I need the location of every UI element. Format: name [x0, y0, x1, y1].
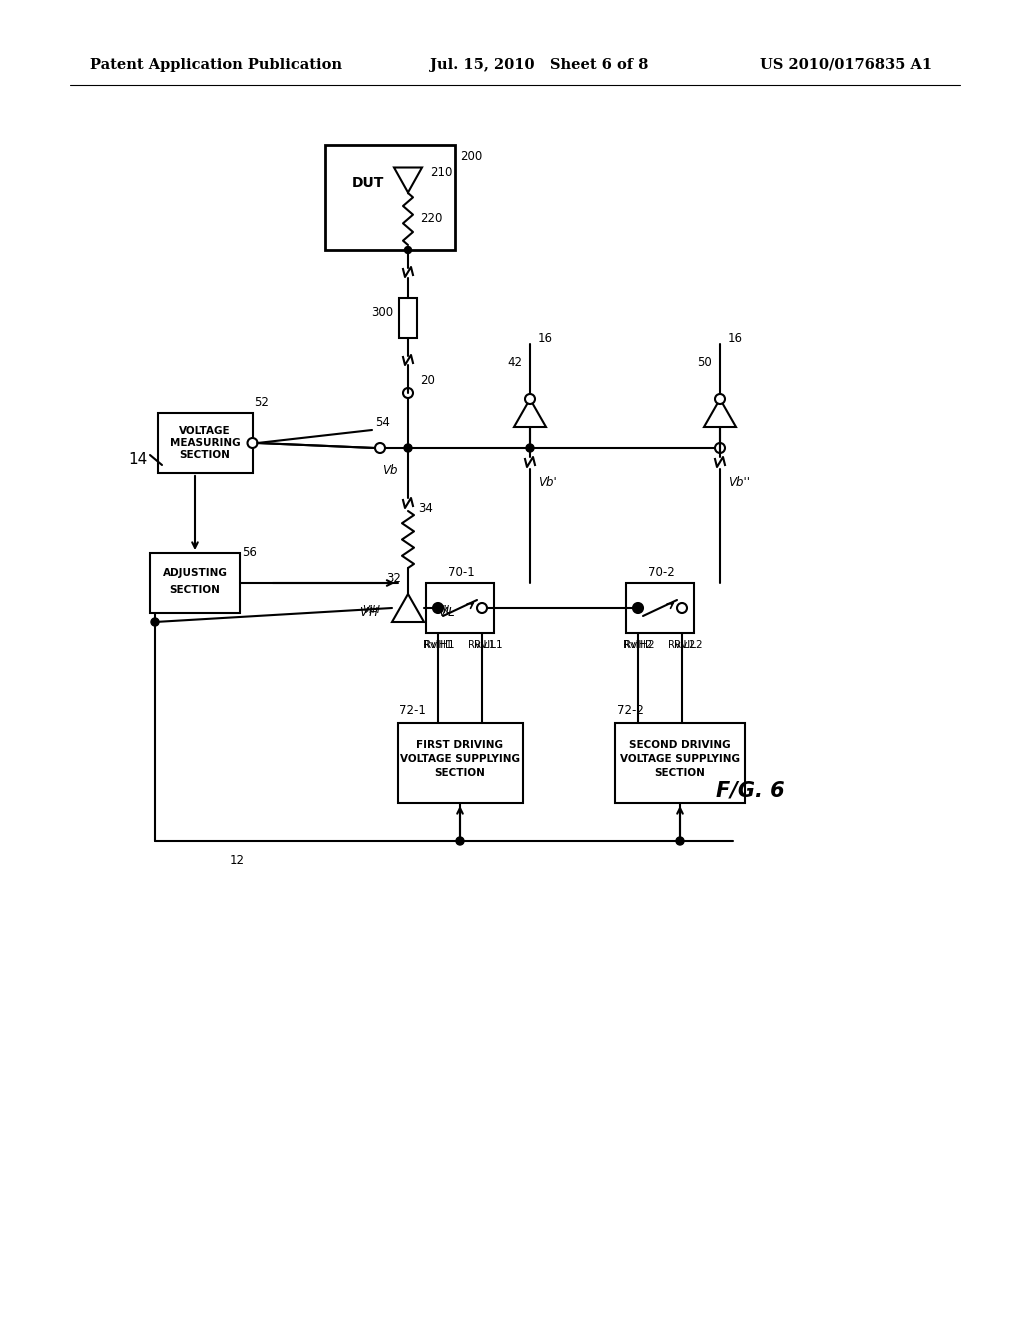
- Text: RvIL2: RvIL2: [669, 640, 695, 649]
- Circle shape: [433, 603, 443, 612]
- Text: ADJUSTING: ADJUSTING: [163, 568, 227, 578]
- Text: 220: 220: [420, 213, 442, 226]
- Text: 50: 50: [697, 356, 712, 370]
- Text: 52: 52: [255, 396, 269, 409]
- Text: 16: 16: [728, 333, 743, 346]
- Text: 56: 56: [242, 546, 257, 560]
- Circle shape: [248, 438, 257, 447]
- Text: 200: 200: [460, 150, 482, 162]
- Circle shape: [525, 393, 535, 404]
- Bar: [399, 298, 417, 338]
- Text: 300: 300: [371, 306, 393, 319]
- Bar: [615, 723, 745, 803]
- Text: SECTION: SECTION: [434, 768, 485, 777]
- Bar: [150, 553, 240, 612]
- Text: VᴵH: VᴵH: [359, 606, 378, 619]
- Circle shape: [715, 444, 725, 453]
- Text: SECTION: SECTION: [170, 585, 220, 595]
- Text: RvIH2: RvIH2: [624, 640, 654, 649]
- Text: VOLTAGE SUPPLYING: VOLTAGE SUPPLYING: [620, 754, 740, 764]
- Text: Vb: Vb: [382, 463, 397, 477]
- Text: RvIH1: RvIH1: [424, 640, 453, 649]
- Text: VIH: VIH: [362, 605, 380, 615]
- Bar: [325, 145, 455, 249]
- Text: 34: 34: [418, 502, 433, 515]
- Text: VOLTAGE SUPPLYING: VOLTAGE SUPPLYING: [400, 754, 520, 764]
- Circle shape: [677, 603, 687, 612]
- Circle shape: [375, 444, 385, 453]
- Circle shape: [404, 444, 412, 451]
- Text: 72-1: 72-1: [399, 705, 426, 718]
- Text: Vb'': Vb'': [728, 475, 750, 488]
- Text: VᴵL: VᴵL: [438, 606, 455, 619]
- Text: 210: 210: [430, 165, 453, 178]
- Text: RvIL1: RvIL1: [474, 640, 503, 649]
- Text: 12: 12: [230, 854, 245, 867]
- Text: VOLTAGE: VOLTAGE: [179, 426, 230, 436]
- Text: 54: 54: [375, 417, 390, 429]
- Text: VIL: VIL: [436, 605, 452, 615]
- Text: 70-2: 70-2: [648, 566, 675, 579]
- Text: SECTION: SECTION: [654, 768, 706, 777]
- Text: Jul. 15, 2010   Sheet 6 of 8: Jul. 15, 2010 Sheet 6 of 8: [430, 58, 648, 73]
- Circle shape: [477, 603, 487, 612]
- Text: 14: 14: [129, 453, 148, 467]
- Bar: [158, 413, 253, 473]
- Text: 32: 32: [386, 572, 400, 585]
- Text: SECTION: SECTION: [179, 450, 230, 459]
- Text: Vb': Vb': [538, 475, 557, 488]
- Text: RvIL1: RvIL1: [468, 640, 496, 649]
- Circle shape: [634, 605, 642, 612]
- Text: MEASURING: MEASURING: [170, 438, 241, 447]
- Text: 70-1: 70-1: [449, 566, 475, 579]
- Circle shape: [404, 247, 412, 253]
- Text: 16: 16: [538, 333, 553, 346]
- Bar: [426, 583, 494, 634]
- Text: 20: 20: [420, 375, 435, 388]
- Text: SECOND DRIVING: SECOND DRIVING: [629, 741, 731, 750]
- Text: RvIH2: RvIH2: [624, 640, 652, 649]
- Text: 42: 42: [507, 356, 522, 370]
- Text: F/G. 6: F/G. 6: [716, 780, 784, 800]
- Text: DUT: DUT: [352, 176, 384, 190]
- Circle shape: [403, 388, 413, 399]
- Circle shape: [456, 837, 464, 845]
- Circle shape: [526, 444, 534, 451]
- Text: 72-2: 72-2: [617, 705, 644, 718]
- Text: RvIH1: RvIH1: [424, 640, 455, 649]
- Text: FIRST DRIVING: FIRST DRIVING: [417, 741, 504, 750]
- Circle shape: [676, 837, 684, 845]
- Text: RvIL2: RvIL2: [674, 640, 702, 649]
- Text: US 2010/0176835 A1: US 2010/0176835 A1: [760, 58, 932, 73]
- Bar: [397, 723, 522, 803]
- Bar: [626, 583, 694, 634]
- Circle shape: [151, 618, 159, 626]
- Circle shape: [633, 603, 643, 612]
- Text: Patent Application Publication: Patent Application Publication: [90, 58, 342, 73]
- Circle shape: [715, 393, 725, 404]
- Circle shape: [434, 605, 442, 612]
